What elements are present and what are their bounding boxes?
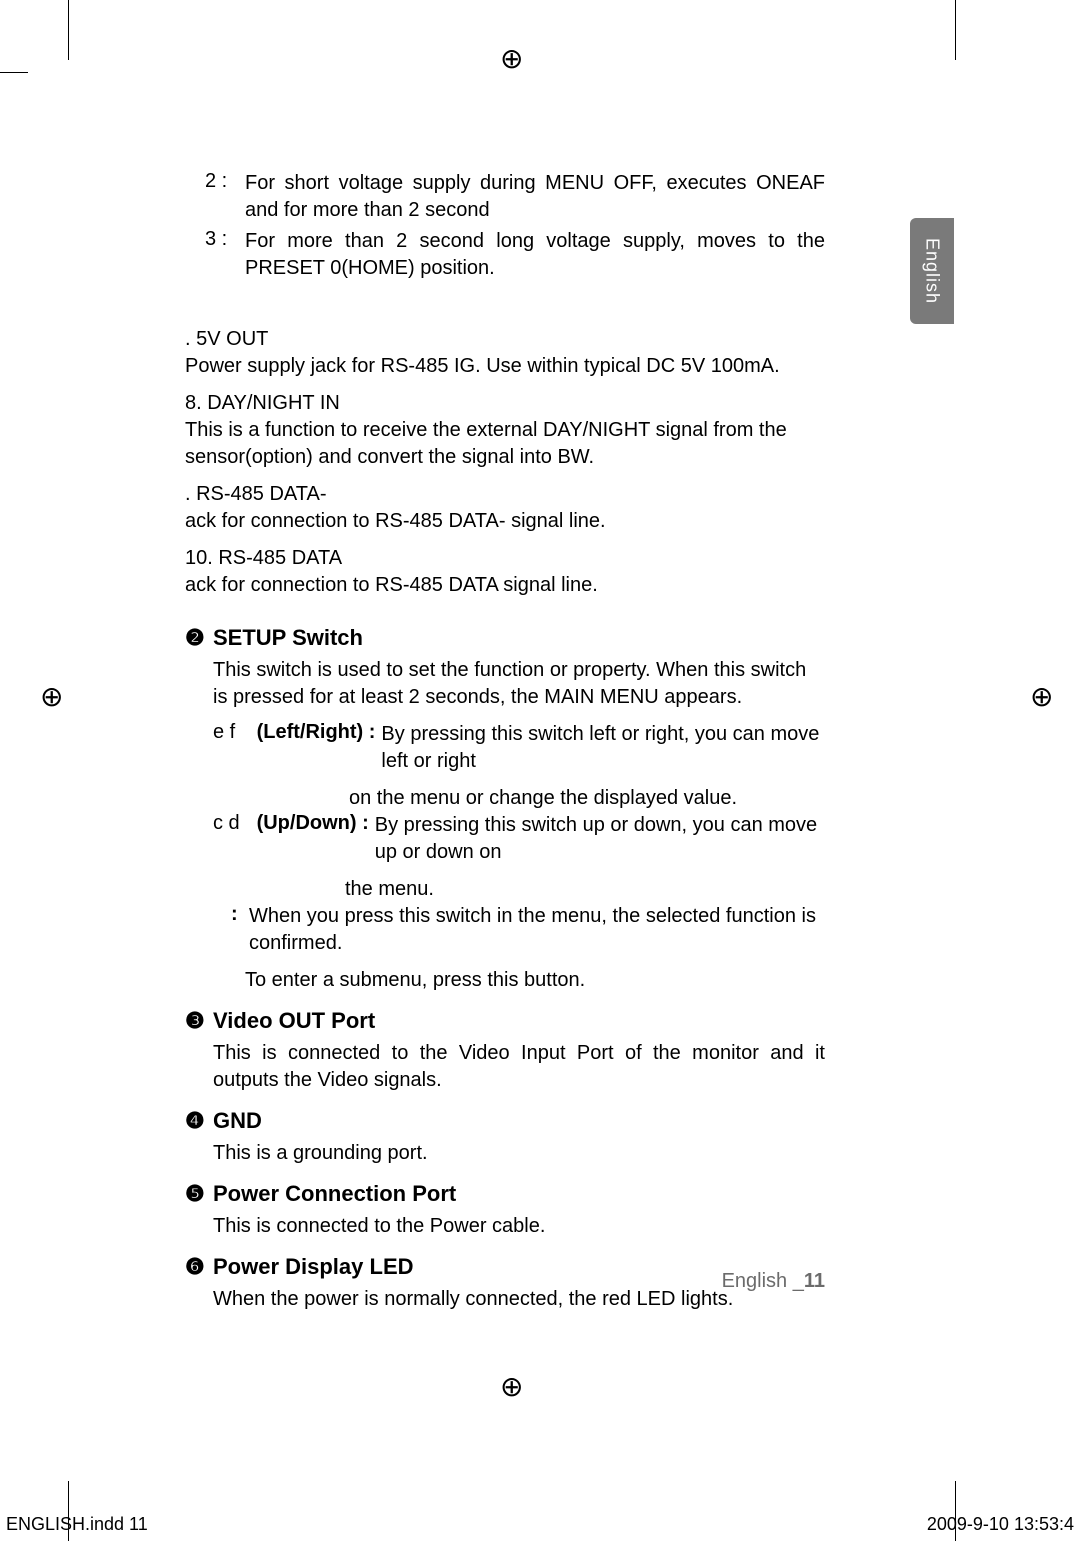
section-power-connection: ❺ Power Connection Port This is connecte… [185, 1181, 825, 1240]
switch-def-body: By pressing this switch up or down, you … [375, 812, 825, 866]
section-title: Video OUT Port [213, 1008, 825, 1034]
list-item-number: 2 : [205, 170, 245, 224]
switch-def-item: e f (Left/Right) : By pressing this swit… [213, 721, 825, 812]
section-number-icon: ❹ [185, 1108, 213, 1167]
switch-def-term: e f (Left/Right) : [213, 721, 375, 775]
registration-mark-icon: ⊕ [40, 680, 68, 708]
switch-def-body: When you press this switch in the menu, … [249, 903, 825, 957]
section-description: This is connected to the Power cable. [213, 1213, 825, 1240]
switch-def-body: By pressing this switch left or right, y… [381, 721, 825, 775]
list-item-number: 3 : [205, 228, 245, 282]
definition-body: ack for connection to RS-485 DATA signal… [185, 572, 825, 599]
list-item-text: For short voltage supply during MENU OFF… [245, 170, 825, 224]
definition-block: . 5V OUT Power supply jack for RS-485 IG… [185, 328, 825, 380]
definition-title: 10. RS-485 DATA [185, 547, 825, 570]
switch-def-label: (Left/Right) : [257, 721, 376, 743]
registration-mark-icon: ⊕ [500, 42, 528, 70]
switch-def-hang: To enter a submenu, press this button. [213, 967, 825, 994]
switch-def-item: : When you press this switch in the menu… [213, 903, 825, 994]
section-description: This switch is used to set the function … [213, 657, 825, 711]
footer-page-number: 11 [804, 1270, 825, 1292]
switch-def-symbol: e f [213, 721, 251, 744]
switch-def-hang: the menu. [213, 876, 825, 903]
definition-body: ack for connection to RS-485 DATA- signa… [185, 508, 825, 535]
language-side-tab-label: English [922, 238, 943, 304]
print-file: ENGLISH.indd 11 [6, 1514, 148, 1535]
definition-block: 10. RS-485 DATA ack for connection to RS… [185, 547, 825, 599]
list-item: 2 : For short voltage supply during MENU… [205, 170, 825, 224]
print-timestamp: 2009-9-10 13:53:4 [927, 1514, 1074, 1535]
switch-def-hang: on the menu or change the displayed valu… [213, 785, 825, 812]
switch-def-label: : [231, 903, 238, 925]
definition-title: . 5V OUT [185, 328, 825, 351]
page-content: 2 : For short voltage supply during MENU… [185, 170, 825, 1313]
list-item: 3 : For more than 2 second long voltage … [205, 228, 825, 282]
page-footer: English _11 [185, 1270, 825, 1293]
section-title: Power Connection Port [213, 1181, 825, 1207]
definition-block: . RS-485 DATA- ack for connection to RS-… [185, 483, 825, 535]
section-setup-switch: ❷ SETUP Switch This switch is used to se… [185, 625, 825, 994]
section-number-icon: ❸ [185, 1008, 213, 1094]
registration-mark-icon: ⊕ [500, 1370, 528, 1398]
section-gnd: ❹ GND This is a grounding port. [185, 1108, 825, 1167]
section-description: This is a grounding port. [213, 1140, 825, 1167]
switch-def-label: (Up/Down) : [257, 812, 369, 834]
definition-body: Power supply jack for RS-485 IG. Use wit… [185, 353, 825, 380]
definition-block: 8. DAY/NIGHT IN This is a function to re… [185, 392, 825, 471]
list-item-text: For more than 2 second long voltage supp… [245, 228, 825, 282]
registration-mark-icon: ⊕ [1030, 680, 1058, 708]
print-meta: ENGLISH.indd 11 2009-9-10 13:53:4 [0, 1514, 1080, 1535]
definition-title: . RS-485 DATA- [185, 483, 825, 506]
switch-def-list: e f (Left/Right) : By pressing this swit… [213, 721, 825, 994]
section-number-icon: ❷ [185, 625, 213, 994]
switch-def-term: : [213, 903, 243, 957]
section-number-icon: ❺ [185, 1181, 213, 1240]
section-title: SETUP Switch [213, 625, 825, 651]
intro-list: 2 : For short voltage supply during MENU… [205, 170, 825, 282]
definition-body: This is a function to receive the extern… [185, 417, 825, 471]
crop-mark [68, 0, 69, 60]
switch-def-symbol: c d [213, 812, 251, 835]
section-description: This is connected to the Video Input Por… [213, 1040, 825, 1094]
crop-mark [955, 0, 956, 60]
section-video-out: ❸ Video OUT Port This is connected to th… [185, 1008, 825, 1094]
crop-mark [0, 72, 28, 73]
footer-language: English _ [722, 1270, 804, 1292]
section-title: GND [213, 1108, 825, 1134]
definition-title: 8. DAY/NIGHT IN [185, 392, 825, 415]
switch-def-item: c d (Up/Down) : By pressing this switch … [213, 812, 825, 903]
switch-def-term: c d (Up/Down) : [213, 812, 369, 866]
language-side-tab: English [910, 218, 954, 324]
